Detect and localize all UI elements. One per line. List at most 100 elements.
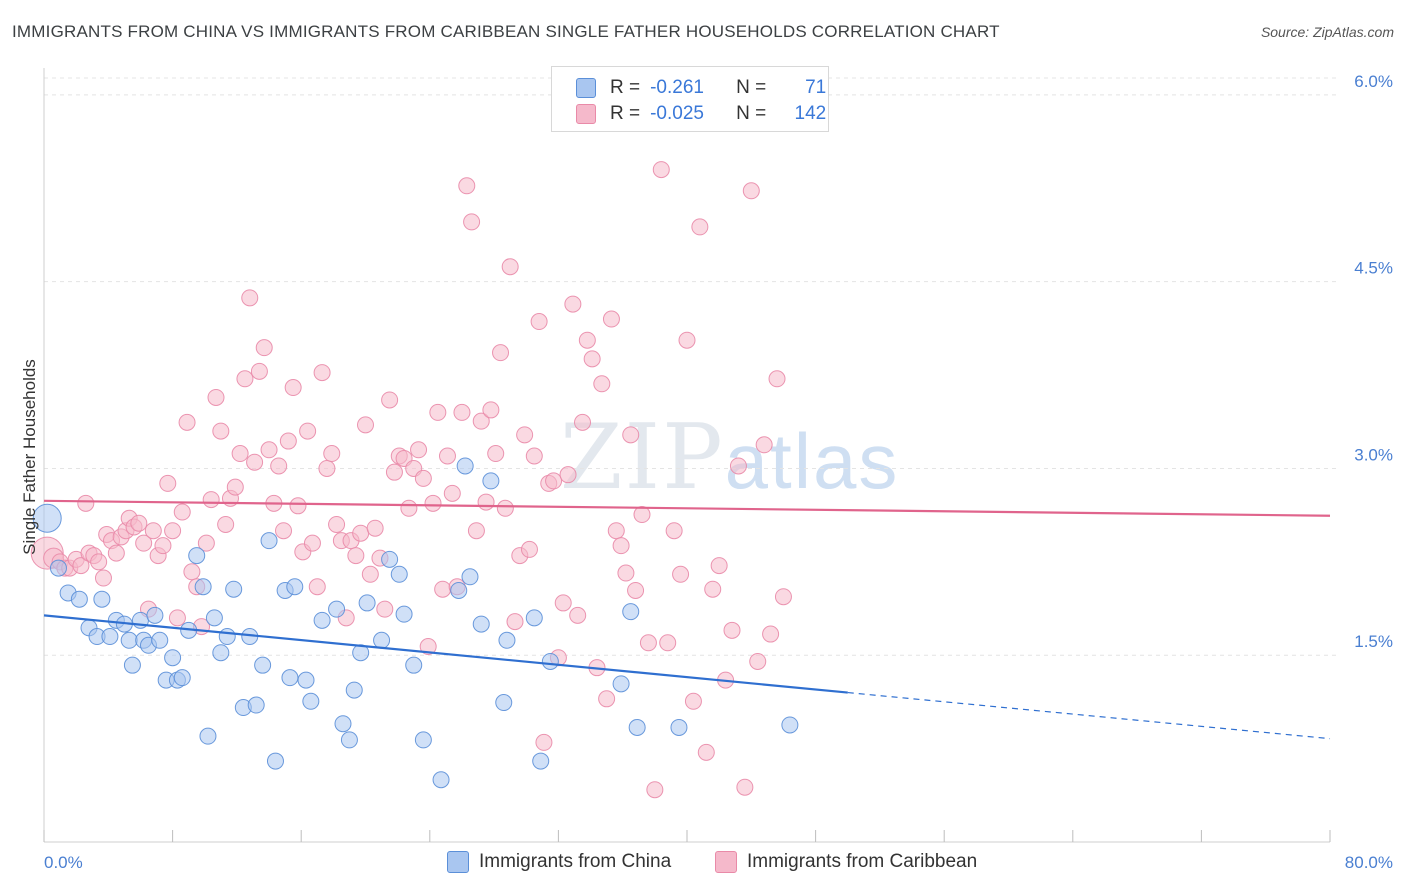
caribbean-point <box>357 416 374 434</box>
caribbean-point <box>684 692 702 710</box>
y-axis-label: Single Father Households <box>20 359 39 555</box>
caribbean-point <box>361 565 379 583</box>
legend-r-label: R = <box>610 103 641 124</box>
caribbean-point <box>90 553 108 571</box>
china-point <box>212 644 230 662</box>
caribbean-point <box>646 781 664 799</box>
caribbean-point <box>520 540 538 558</box>
china-point <box>93 590 111 608</box>
caribbean-point <box>270 457 288 475</box>
china-point <box>472 615 490 633</box>
caribbean-point <box>525 447 543 465</box>
caribbean-point <box>207 388 225 406</box>
caribbean-point <box>535 733 553 751</box>
caribbean-point <box>107 544 125 562</box>
caribbean-point <box>434 580 452 598</box>
caribbean-point <box>463 213 481 231</box>
legend-r-label: R = <box>610 77 641 98</box>
china-point <box>328 600 346 618</box>
legend-row-china: R = -0.261 N = 71 <box>576 77 826 99</box>
china-point <box>120 631 138 649</box>
caribbean-point <box>749 652 767 670</box>
caribbean-point <box>487 445 505 463</box>
bottom-legend-swatch-china <box>447 851 469 873</box>
x-tick-label: 0.0% <box>44 853 83 872</box>
caribbean-point <box>323 445 341 463</box>
caribbean-point <box>554 594 572 612</box>
caribbean-point <box>173 503 191 521</box>
china-point <box>345 681 363 699</box>
china-point <box>164 649 182 667</box>
bottom-legend-label-china: Immigrants from China <box>479 851 672 872</box>
caribbean-point <box>704 580 722 598</box>
china-point <box>260 532 278 550</box>
trend-lines <box>43 499 1331 740</box>
china-point <box>70 590 88 608</box>
caribbean-point <box>130 514 148 532</box>
caribbean-point <box>410 441 428 459</box>
caribbean-point <box>768 370 786 388</box>
china-point <box>432 771 450 789</box>
caribbean-point <box>723 621 741 639</box>
china-point <box>456 457 474 475</box>
caribbean-point <box>697 743 715 761</box>
caribbean-point <box>299 422 317 440</box>
caribbean-point <box>217 515 235 533</box>
caribbean-point <box>453 403 471 421</box>
legend-r-value-caribbean: -0.025 <box>650 103 704 124</box>
china-point <box>495 694 513 712</box>
caribbean-point <box>231 445 249 463</box>
caribbean-point <box>202 491 220 509</box>
china-point <box>49 559 67 577</box>
caribbean-point <box>639 634 657 652</box>
caribbean-point <box>376 600 394 618</box>
caribbean-point <box>308 578 326 596</box>
china-point <box>390 565 408 583</box>
china-point <box>281 669 299 687</box>
legend-n-label: N = <box>736 103 767 124</box>
bottom-legend-china: Immigrants from China <box>447 851 671 873</box>
china-point <box>205 609 223 627</box>
caribbean-point <box>559 466 577 484</box>
caribbean-point <box>255 339 273 357</box>
y-tick-label: 4.5% <box>1354 259 1393 278</box>
china-point <box>541 652 559 670</box>
caribbean-point <box>289 497 307 515</box>
caribbean-point <box>183 563 201 581</box>
caribbean-point <box>236 370 254 388</box>
caribbean-point <box>419 638 437 656</box>
caribbean-point <box>672 565 690 583</box>
china-point <box>123 656 141 674</box>
bottom-legend-caribbean: Immigrants from Caribbean <box>715 851 977 873</box>
china-point <box>612 675 630 693</box>
bottom-legend-label-caribbean: Immigrants from Caribbean <box>747 851 978 872</box>
china-point <box>247 696 265 714</box>
caribbean-point <box>501 258 519 276</box>
caribbean-point <box>492 344 510 362</box>
china-point <box>414 731 432 749</box>
china-point <box>381 550 399 568</box>
china-trend-line <box>43 614 848 694</box>
legend-swatch-china <box>576 78 596 98</box>
caribbean-point <box>318 459 336 477</box>
y-tick-label: 1.5% <box>1354 632 1393 651</box>
china-point <box>199 727 217 745</box>
china-point <box>358 594 376 612</box>
axis-labels: 1.5% 3.0% 4.5% 6.0% 0.0% 80.0% Single Father H… <box>20 72 1393 872</box>
caribbean-point <box>260 441 278 459</box>
caribbean-point <box>226 478 244 496</box>
china-point <box>670 718 688 736</box>
china-point <box>146 606 164 624</box>
china-point <box>340 731 358 749</box>
china-point <box>525 609 543 627</box>
caribbean-point <box>665 522 683 540</box>
caribbean-point <box>154 537 172 555</box>
caribbean-point <box>617 564 635 582</box>
china-point <box>395 605 413 623</box>
watermark-atlas: atlas <box>724 417 900 505</box>
china-point <box>373 631 391 649</box>
caribbean-point <box>241 289 259 307</box>
caribbean-point <box>710 557 728 575</box>
caribbean-trend-line <box>43 499 1331 517</box>
caribbean-point <box>135 534 153 552</box>
